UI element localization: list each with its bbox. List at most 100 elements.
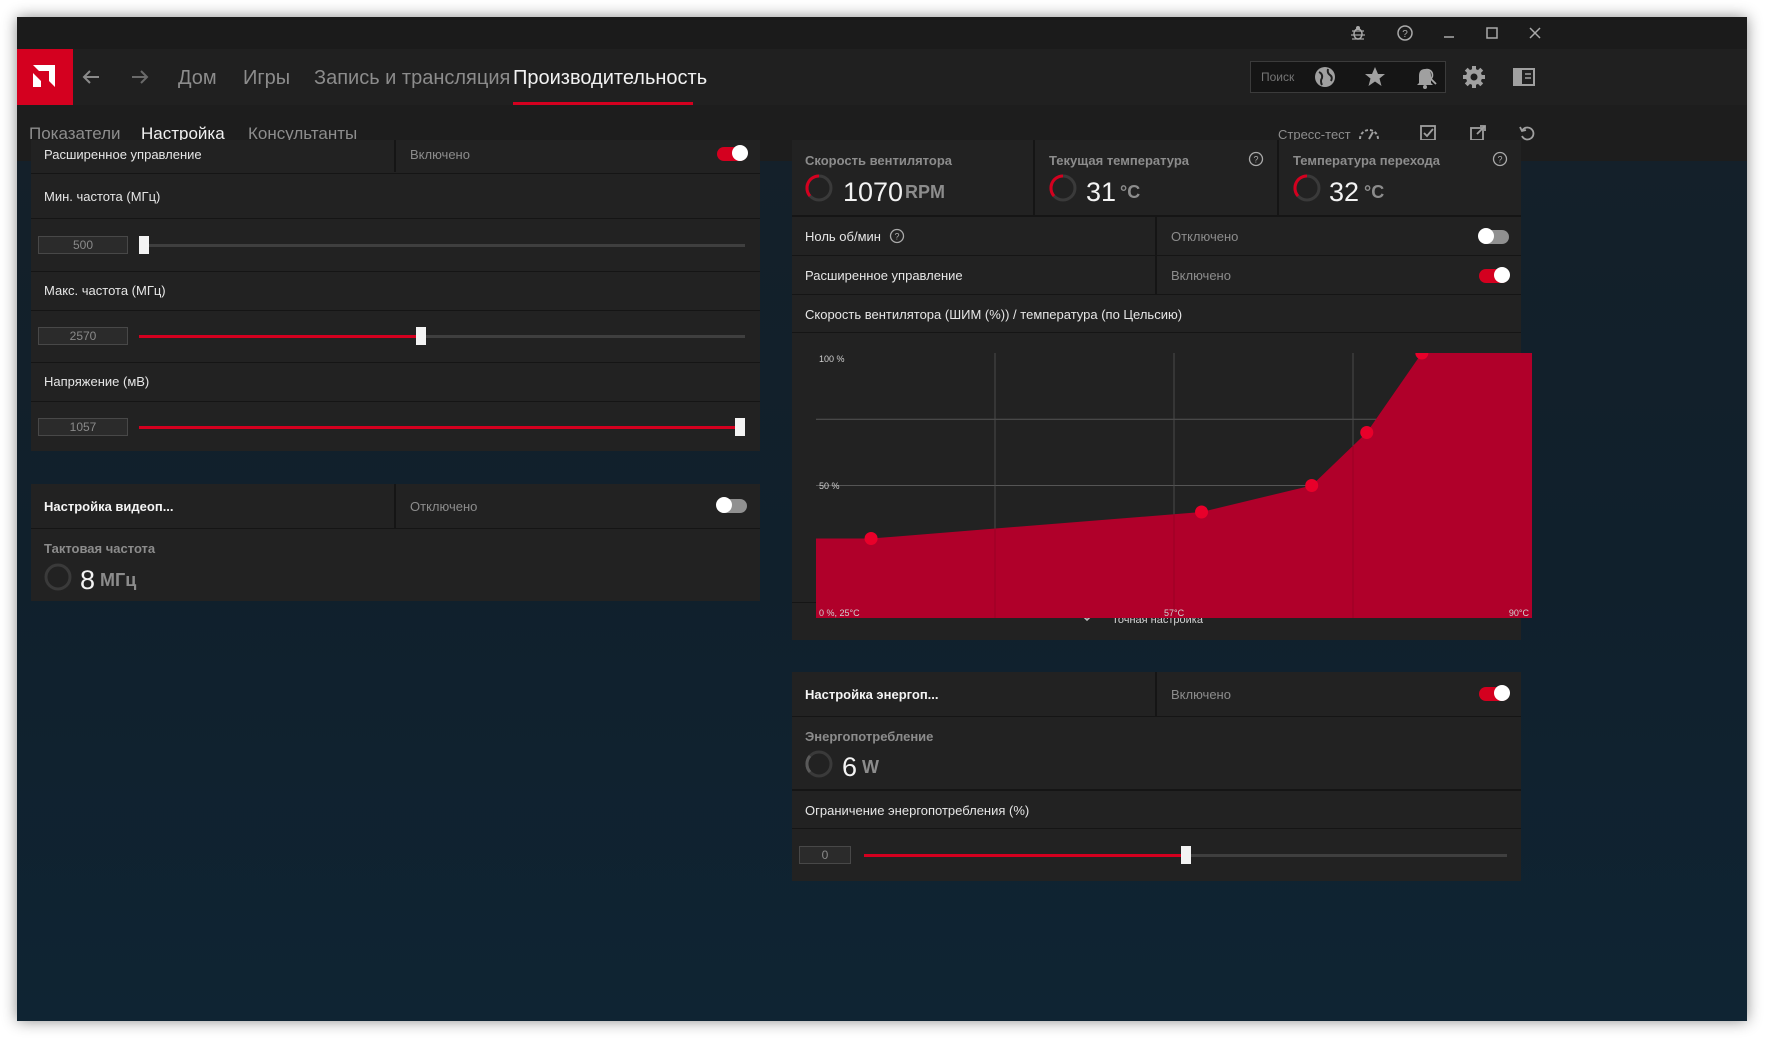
power-consumption-label: Энергопотребление xyxy=(805,729,934,744)
max-frequency-input[interactable]: 2570 xyxy=(38,327,128,345)
zero-rpm-toggle[interactable] xyxy=(1478,228,1509,244)
gpu-advanced-control-toggle[interactable] xyxy=(717,145,748,161)
fan-curve-control-point[interactable] xyxy=(1195,505,1209,519)
fan-speed-label: Скорость вентилятора xyxy=(805,153,952,168)
stress-test-label[interactable]: Стресс-тест xyxy=(1278,127,1351,142)
stress-test-gauge-icon[interactable] xyxy=(1357,122,1379,144)
svg-text:?: ? xyxy=(894,232,899,242)
divider xyxy=(1155,256,1157,294)
min-frequency-slider[interactable] xyxy=(139,236,745,254)
close-icon[interactable] xyxy=(1524,22,1546,44)
divider xyxy=(1277,140,1279,215)
current-temperature-unit: °C xyxy=(1120,182,1141,202)
voltage-input[interactable]: 1057 xyxy=(38,418,128,436)
memory-clock-gauge-icon xyxy=(43,562,73,592)
reset-icon[interactable] xyxy=(1516,122,1538,144)
nav-record-stream[interactable]: Запись и трансляция xyxy=(314,67,511,89)
help-icon[interactable]: ? xyxy=(889,228,905,244)
tab-tuning[interactable]: Настройка xyxy=(141,124,225,143)
fan-speed-value: 1070 xyxy=(843,177,904,207)
power-tuning-toggle[interactable] xyxy=(1479,685,1510,701)
sidebar-toggle-icon[interactable] xyxy=(1510,63,1538,91)
slider-thumb[interactable] xyxy=(735,418,745,436)
gpu-tuning-panel: Расширенное управление Включено Мин. час… xyxy=(31,140,760,451)
svg-text:?: ? xyxy=(1253,155,1258,165)
power-tuning-state: Включено xyxy=(1171,687,1231,702)
power-limit-slider[interactable] xyxy=(864,846,1507,864)
fan-curve-control-point[interactable] xyxy=(1305,479,1319,492)
memory-clock-label: Тактовая частота xyxy=(44,541,156,556)
zero-rpm-state: Отключено xyxy=(1171,229,1239,244)
fan-curve-chart[interactable]: 100 % 50 % 0 %, 25°C 57°C 90°C xyxy=(816,346,1532,618)
minimize-icon[interactable] xyxy=(1438,22,1460,44)
maximize-icon[interactable] xyxy=(1481,22,1503,44)
amd-logo[interactable] xyxy=(17,49,73,105)
junction-temperature-gauge-icon xyxy=(1292,173,1322,203)
memory-clock-unit: МГц xyxy=(100,570,137,590)
settings-gear-icon[interactable] xyxy=(1460,63,1488,91)
fan-speed-unit: RPM xyxy=(905,182,945,202)
divider xyxy=(31,218,760,219)
divider xyxy=(31,362,760,363)
divider xyxy=(792,332,1521,333)
zero-rpm-label: Ноль об/мин xyxy=(805,229,881,244)
x-tick-label: 57°C xyxy=(1164,608,1185,618)
star-icon[interactable] xyxy=(1361,63,1389,91)
memory-clock-value: 8 xyxy=(80,565,96,595)
power-consumption-unit: W xyxy=(862,757,879,777)
vram-tuning-toggle[interactable] xyxy=(716,497,747,513)
slider-thumb[interactable] xyxy=(415,327,426,345)
fan-curve-area xyxy=(816,353,1532,618)
divider xyxy=(31,528,760,529)
junction-temperature-label: Температура перехода xyxy=(1293,153,1440,168)
forward-icon[interactable] xyxy=(128,65,152,89)
tab-advisors[interactable]: Консультанты xyxy=(248,124,358,143)
globe-icon[interactable] xyxy=(1311,63,1339,91)
divider xyxy=(1155,217,1157,255)
max-frequency-slider[interactable] xyxy=(139,327,745,345)
fan-curve-chart-svg[interactable] xyxy=(816,346,1532,618)
junction-temperature-value: 32 xyxy=(1329,177,1360,207)
gpu-advanced-control-label: Расширенное управление xyxy=(44,147,202,162)
fan-advanced-control-label: Расширенное управление xyxy=(805,268,963,283)
current-temperature-gauge-icon xyxy=(1048,173,1078,203)
y-tick-label: 50 % xyxy=(819,481,840,491)
voltage-slider[interactable] xyxy=(139,418,745,436)
fan-advanced-control-toggle[interactable] xyxy=(1479,267,1510,283)
help-icon[interactable]: ? xyxy=(1394,22,1416,44)
voltage-label: Напряжение (мВ) xyxy=(44,374,150,389)
nav-home[interactable]: Дом xyxy=(178,67,217,89)
main-header: Дом Игры Запись и трансляция Производите… xyxy=(17,49,1747,105)
bug-report-icon[interactable] xyxy=(1347,22,1369,44)
fan-curve-control-point[interactable] xyxy=(864,532,878,545)
y-tick-label: 100 % xyxy=(819,354,845,364)
divider xyxy=(31,310,760,311)
power-consumption-value: 6 xyxy=(842,752,858,782)
fan-curve-control-point[interactable] xyxy=(1360,426,1374,439)
vram-tuning-panel: Настройка видеоп... Отключено Тактовая ч… xyxy=(31,484,760,601)
power-tuning-panel: Настройка энергоп... Включено Энергопотр… xyxy=(792,672,1521,881)
divider xyxy=(792,215,1521,217)
min-frequency-label: Мин. частота (МГц) xyxy=(44,189,161,204)
nav-games[interactable]: Игры xyxy=(243,67,291,89)
svg-text:?: ? xyxy=(1402,29,1408,40)
notification-bell-icon[interactable] xyxy=(1411,63,1439,91)
nav-active-indicator xyxy=(513,102,693,105)
fan-curve-title: Скорость вентилятора (ШИМ (%)) / темпера… xyxy=(805,307,1183,322)
power-consumption-gauge-icon xyxy=(804,749,834,779)
current-temperature-label: Текущая температура xyxy=(1049,153,1190,168)
back-icon[interactable] xyxy=(79,65,103,89)
slider-thumb[interactable] xyxy=(1180,846,1191,864)
min-frequency-input[interactable]: 500 xyxy=(38,236,128,254)
tab-metrics[interactable]: Показатели xyxy=(29,124,121,143)
current-temperature-value: 31 xyxy=(1086,177,1117,207)
fan-speed-gauge-icon xyxy=(804,173,834,203)
slider-thumb[interactable] xyxy=(139,236,149,254)
nav-performance[interactable]: Производительность xyxy=(513,67,708,89)
divider xyxy=(31,401,760,402)
help-icon[interactable]: ? xyxy=(1248,151,1264,167)
help-icon[interactable]: ? xyxy=(1492,151,1508,167)
divider xyxy=(792,828,1521,829)
junction-temperature-unit: °C xyxy=(1364,182,1385,202)
power-limit-input[interactable]: 0 xyxy=(799,846,851,864)
